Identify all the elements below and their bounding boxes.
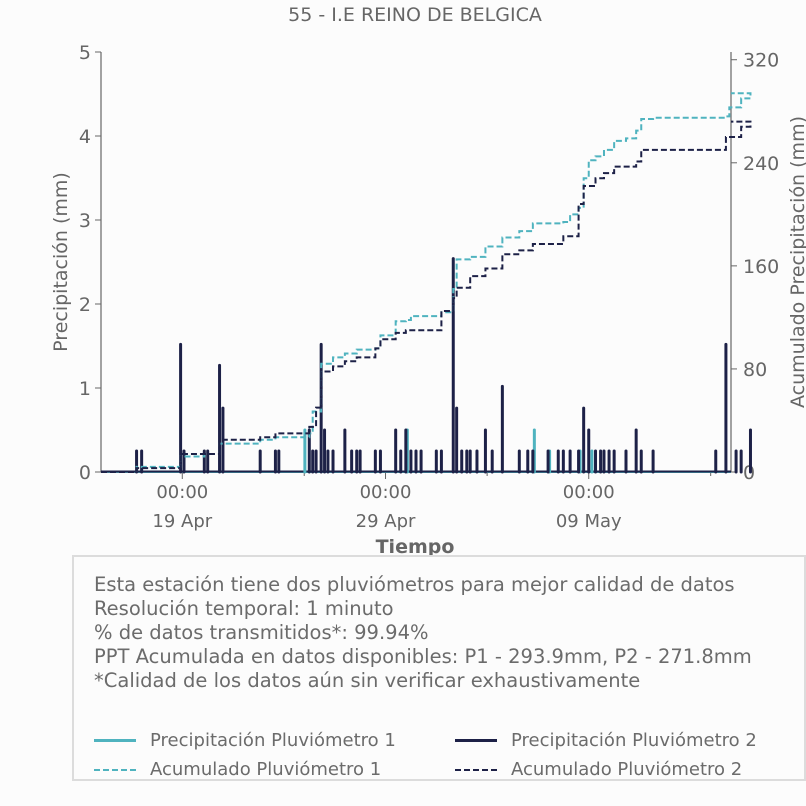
- y2-tick-label: 320: [743, 50, 779, 72]
- legend-p1-accumulated: Acumulado Pluviómetro 1: [94, 759, 381, 780]
- y-tick-label: 4: [79, 126, 91, 148]
- info-accumulated: PPT Acumulada en datos disponibles: P1 -…: [94, 645, 752, 668]
- y-axis-label: Precipitación (mm): [50, 172, 72, 352]
- x-tick-time-label: 00:00: [156, 482, 208, 503]
- precipitation-chart: 55 - I.E REINO DE BELGICA 0 1 2 3 4 5 0 80 160 240…: [50, 4, 806, 558]
- legend-p1-solid-swatch: [94, 739, 136, 742]
- y-tick-label: 2: [79, 294, 91, 316]
- legend-p2-precipitation: Precipitación Pluviómetro 2: [455, 730, 757, 751]
- x-tick-time-label: 00:00: [563, 482, 615, 503]
- legend-p2-accumulated-label: Acumulado Pluviómetro 2: [511, 759, 743, 780]
- y-tick-label: 5: [79, 42, 91, 64]
- chart-title: 55 - I.E REINO DE BELGICA: [288, 4, 542, 26]
- y2-tick-label: 240: [743, 153, 779, 175]
- info-resolution: Resolución temporal: 1 minuto: [94, 597, 394, 620]
- legend-p2-accumulated: Acumulado Pluviómetro 2: [455, 759, 742, 780]
- y2-tick-label: 0: [743, 462, 755, 484]
- y-tick-label: 3: [79, 210, 91, 232]
- legend-p1-precipitation-label: Precipitación Pluviómetro 1: [150, 730, 396, 751]
- x-tick-date-label: 09 May: [556, 511, 622, 532]
- y2-tick-label: 160: [743, 256, 779, 278]
- x-axis-label: Tiempo: [376, 536, 455, 558]
- legend-p1-accumulated-label: Acumulado Pluviómetro 1: [150, 759, 382, 780]
- y-tick-label: 0: [79, 462, 91, 484]
- cumulative-line-p2: [101, 120, 752, 473]
- legend-p2-solid-swatch: [455, 739, 497, 742]
- info-station-note: Esta estación tiene dos pluviómetros par…: [94, 573, 735, 596]
- y-tick-label: 1: [79, 378, 91, 400]
- y2-axis-label: Acumulado Precipitación (mm): [787, 116, 806, 408]
- legend-p1-precipitation: Precipitación Pluviómetro 1: [94, 730, 396, 751]
- x-tick-date-label: 29 Apr: [356, 511, 416, 532]
- x-tick-date-label: 19 Apr: [152, 511, 212, 532]
- info-quality-note: *Calidad de los datos aún sin verificar …: [94, 669, 641, 692]
- y2-tick-label: 80: [743, 359, 767, 381]
- legend-p2-precipitation-label: Precipitación Pluviómetro 2: [511, 730, 757, 751]
- info-legend-box: Esta estación tiene dos pluviómetros par…: [72, 555, 806, 781]
- legend-p2-dashed-swatch: [455, 768, 497, 771]
- info-transmitted: % de datos transmitidos*: 99.94%: [94, 621, 429, 644]
- legend-p1-dashed-swatch: [94, 768, 136, 771]
- x-tick-time-label: 00:00: [360, 482, 412, 503]
